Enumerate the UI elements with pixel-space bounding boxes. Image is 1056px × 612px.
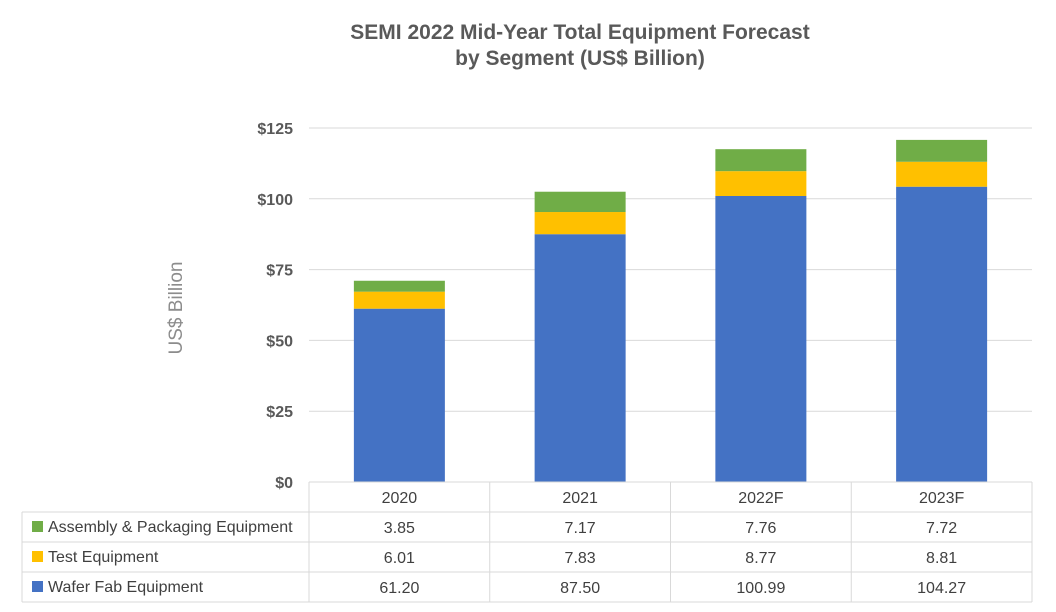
chart-title-line-2: by Segment (US$ Billion) [455, 47, 705, 70]
bar-segment [715, 171, 807, 196]
chart-title-line-1: SEMI 2022 Mid-Year Total Equipment Forec… [350, 21, 810, 44]
y-tick-label: $0 [275, 475, 293, 492]
legend-swatch [32, 581, 43, 592]
x-tick-label: 2023F [919, 490, 965, 507]
data-label: 7.83 [565, 550, 596, 567]
bar-segment [896, 161, 988, 187]
bar-segment [896, 139, 988, 162]
y-tick-label: $50 [266, 333, 293, 350]
bar-segment [353, 280, 445, 292]
legend-label: Test Equipment [48, 549, 159, 566]
x-tick-label: 2021 [562, 490, 598, 507]
legend-swatch [32, 521, 43, 532]
y-tick-label: $75 [266, 263, 293, 280]
y-tick-label: $125 [257, 121, 293, 138]
chart-title: SEMI 2022 Mid-Year Total Equipment Forec… [230, 20, 930, 72]
data-label: 6.01 [384, 550, 415, 567]
bar-segment [534, 191, 626, 213]
bar-segment [534, 212, 626, 235]
x-tick-label: 2020 [382, 490, 418, 507]
data-label: 8.77 [745, 550, 776, 567]
data-label: 7.72 [926, 520, 957, 537]
legend-label: Assembly & Packaging Equipment [48, 519, 293, 536]
y-axis-label: US$ Billion [166, 262, 187, 355]
y-tick-label: $25 [266, 404, 293, 421]
y-tick-label: $100 [257, 192, 293, 209]
legend-swatch [32, 551, 43, 562]
data-label: 104.27 [917, 580, 966, 597]
data-label: 100.99 [736, 580, 785, 597]
bar-segment [896, 186, 988, 482]
data-label: 87.50 [560, 580, 600, 597]
bar-segment [353, 308, 445, 482]
bar-segment [353, 291, 445, 309]
data-label: 7.76 [745, 520, 776, 537]
y-axis-ticks: $0 $25 $50 $75 $100 $125 [257, 121, 293, 492]
data-label: 7.17 [565, 520, 596, 537]
data-label: 3.85 [384, 520, 415, 537]
bar-segment [534, 234, 626, 482]
bars [353, 139, 988, 482]
x-tick-label: 2022F [738, 490, 784, 507]
bar-segment [715, 149, 807, 172]
data-label: 61.20 [379, 580, 419, 597]
data-table: 2020 2021 2022F 2023F Assembly & Packaging E… [21, 481, 1033, 603]
legend-label: Wafer Fab Equipment [48, 579, 204, 596]
data-label: 8.81 [926, 550, 957, 567]
bar-segment [715, 195, 807, 482]
